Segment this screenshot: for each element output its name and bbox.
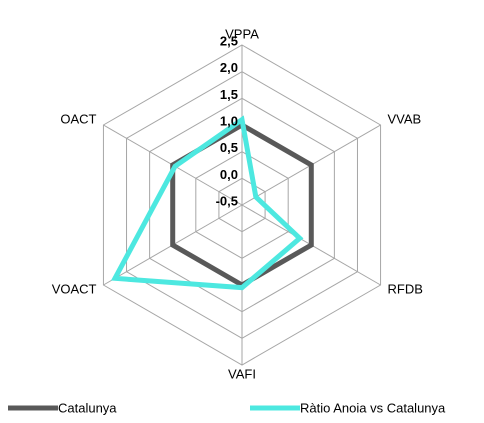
axis-label: VPPA — [225, 26, 259, 41]
legend-label: Catalunya — [58, 400, 117, 415]
axis-label: VAFI — [228, 366, 256, 381]
r-tick-label: 1,0 — [220, 113, 238, 128]
axis-label: OACT — [60, 111, 96, 126]
axis-label: VOACT — [52, 281, 97, 296]
r-tick-label: 2,0 — [220, 60, 238, 75]
r-tick-label: 2,5 — [220, 33, 238, 48]
r-tick-label: 0,5 — [220, 140, 238, 155]
axis-label: VVAB — [387, 111, 421, 126]
axis-label: RFDB — [387, 281, 422, 296]
series-line — [110, 115, 304, 291]
r-tick-label: -0,5 — [216, 193, 238, 208]
legend-label: Ràtio Anoia vs Catalunya — [300, 400, 446, 415]
r-tick-label: 1,5 — [220, 87, 238, 102]
r-tick-label: 0,0 — [220, 167, 238, 182]
